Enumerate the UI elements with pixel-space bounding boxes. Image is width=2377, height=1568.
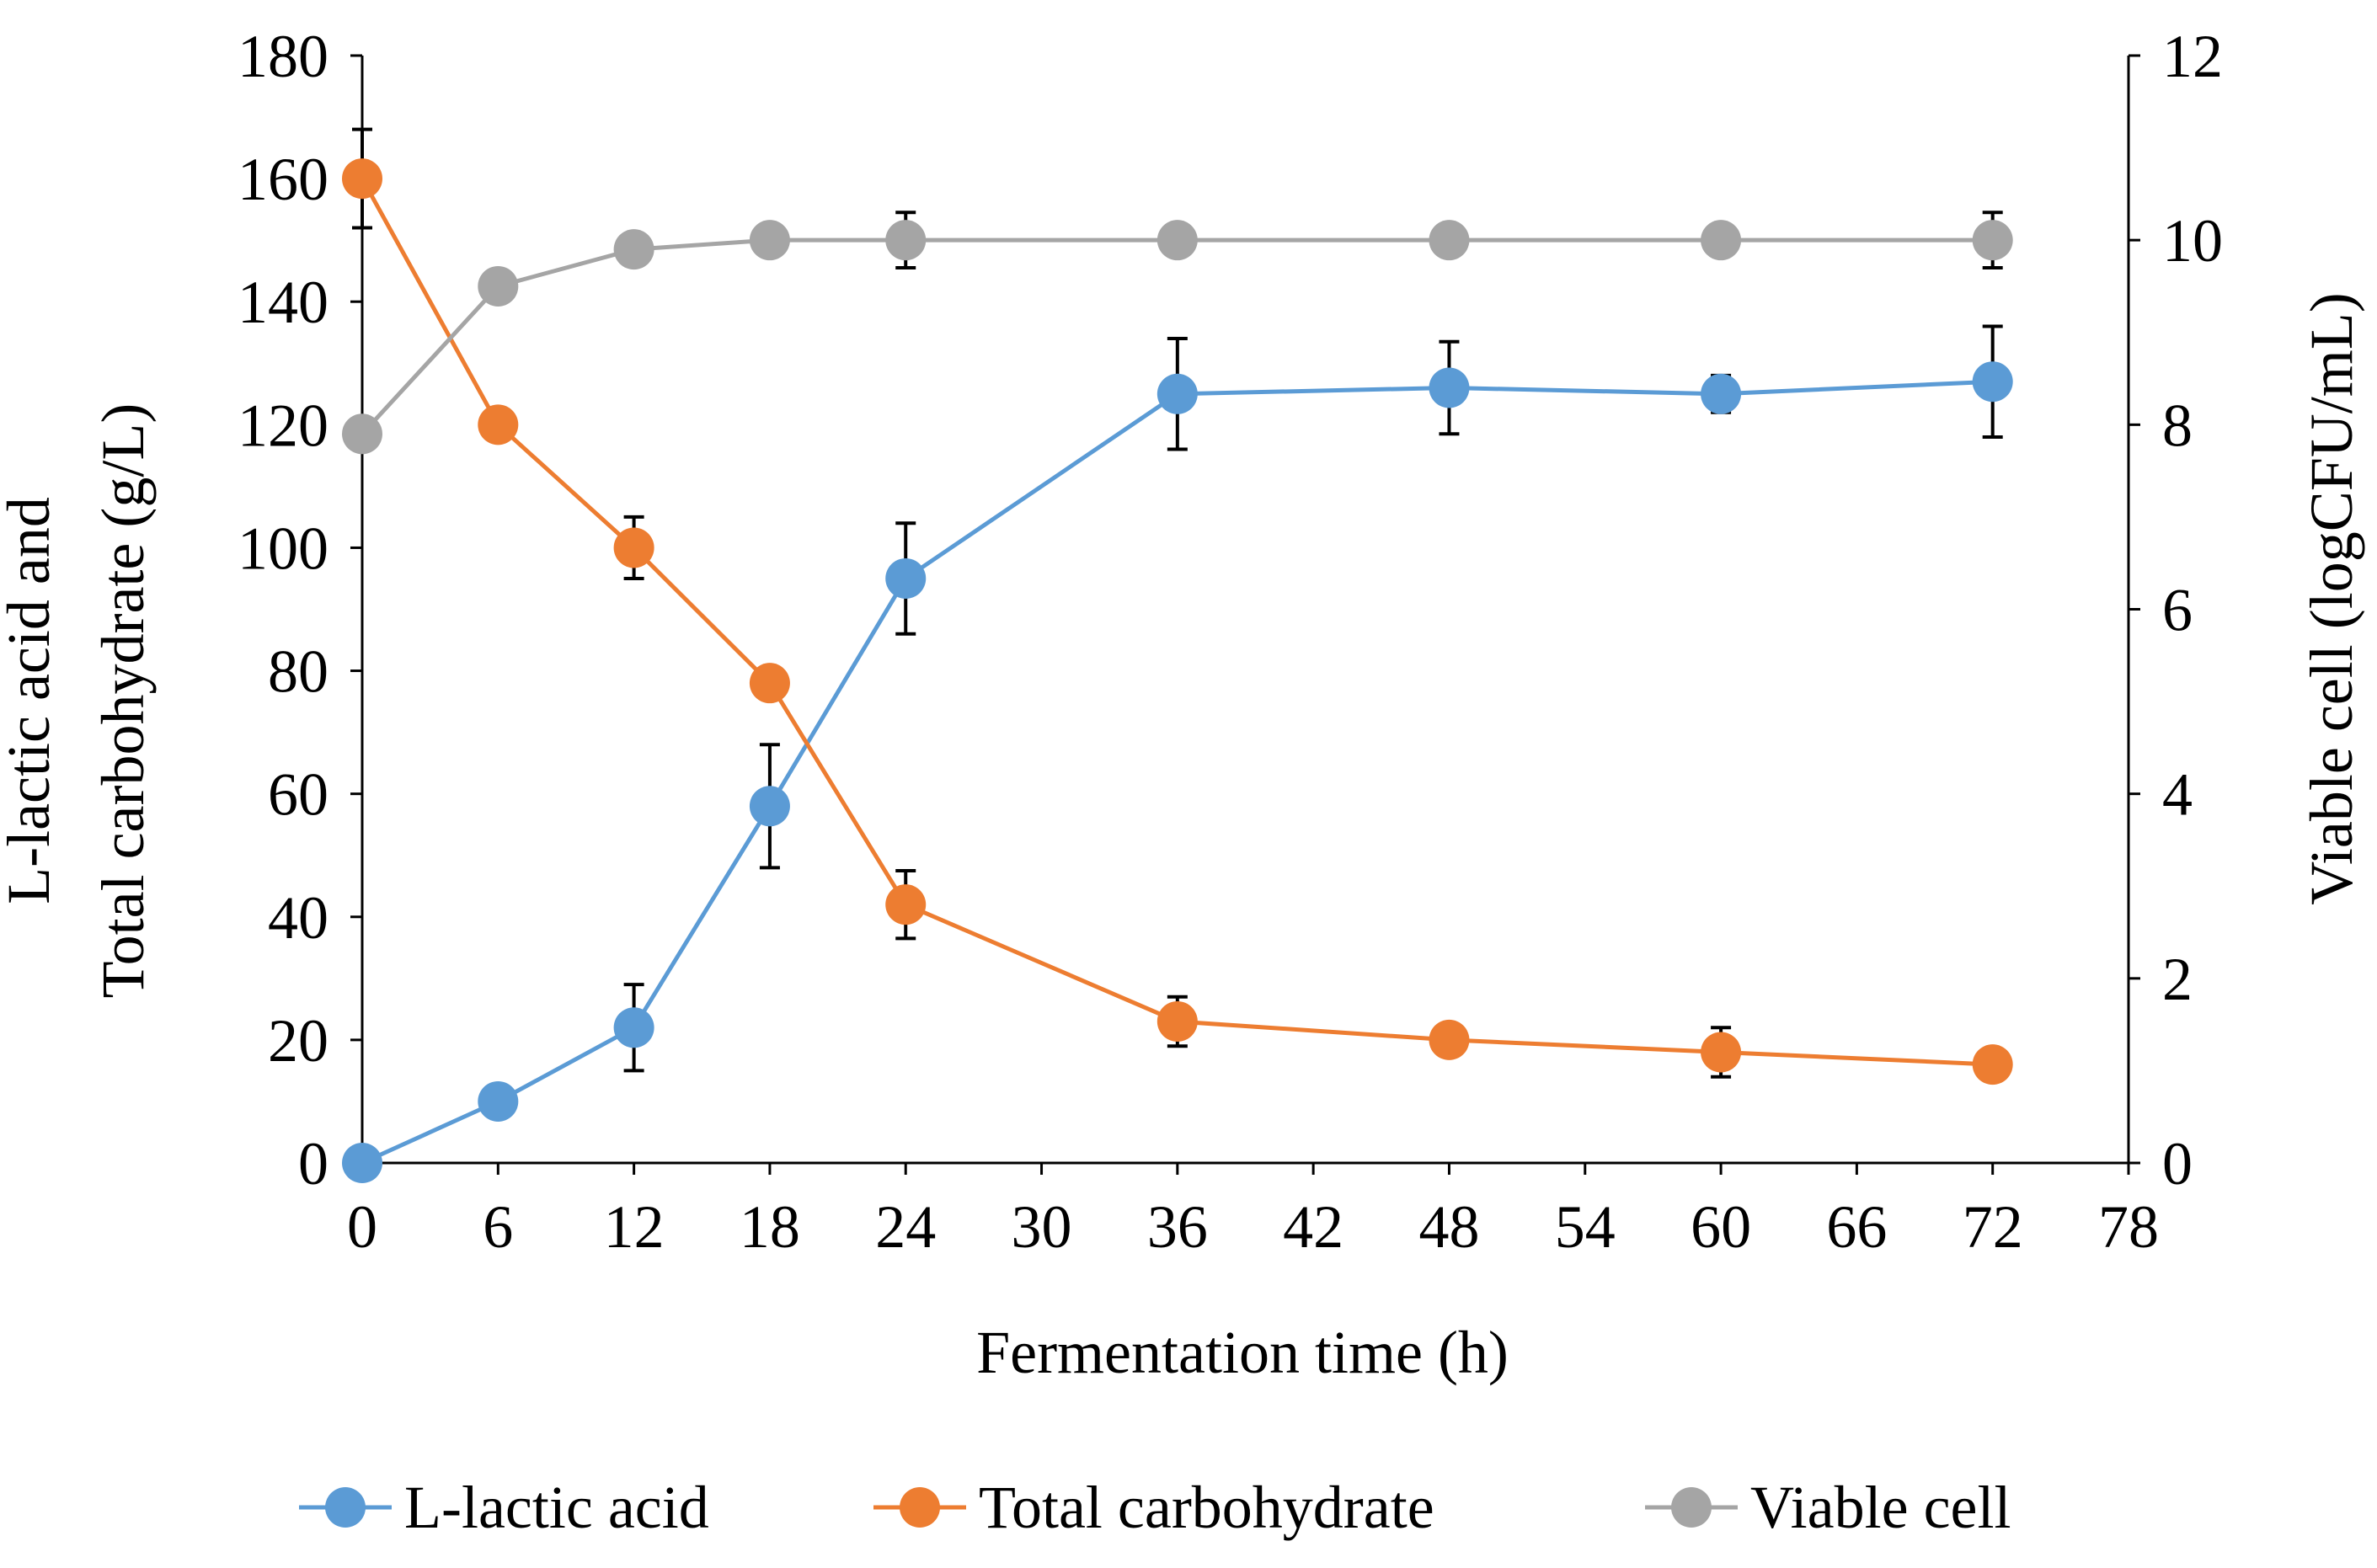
legend-swatch-marker xyxy=(900,1487,940,1528)
y-left-tick-label: 120 xyxy=(238,392,329,459)
y-left-tick-label: 20 xyxy=(268,1007,329,1075)
series-l-lactic-acid xyxy=(342,324,2013,1183)
total-carbohydrate-point xyxy=(1701,1032,1742,1073)
y-left-tick-label: 140 xyxy=(238,269,329,336)
y-right-tick-label: 10 xyxy=(2162,207,2223,275)
legend-label: L-lactic acid xyxy=(404,1474,709,1541)
viable-cell-point xyxy=(885,220,927,261)
total-carbohydrate-point xyxy=(885,884,927,925)
x-tick-label: 18 xyxy=(740,1193,800,1261)
y-right-tick-label: 4 xyxy=(2162,761,2193,829)
y-right-tick-group: 0 2 4 6 8 10 12 xyxy=(2129,23,2223,1197)
series-total-carbohydrate xyxy=(342,127,2013,1085)
y-left-tick-label: 80 xyxy=(268,638,329,706)
y-left-tick-label: 60 xyxy=(268,761,329,829)
y-left-tick-label: 160 xyxy=(238,146,329,213)
y-right-tick-label: 2 xyxy=(2162,946,2193,1013)
series-viable-cell xyxy=(342,211,2013,455)
legend: L-lactic acid Total carbohydrate Viable ce… xyxy=(299,1474,2011,1541)
x-tick-label: 30 xyxy=(1012,1193,1072,1261)
viable-cell-point xyxy=(478,265,519,307)
total-carbohydrate-line xyxy=(360,177,1993,1067)
legend-label: Viable cell xyxy=(1750,1474,2011,1541)
total-carbohydrate-point xyxy=(749,663,790,704)
l-lactic-acid-point xyxy=(613,1007,654,1048)
l-lactic-acid-point xyxy=(342,1143,382,1183)
viable-cell-point xyxy=(613,229,654,270)
x-tick-label: 12 xyxy=(604,1193,665,1261)
x-tick-label: 54 xyxy=(1555,1193,1616,1261)
l-lactic-acid-point xyxy=(1429,367,1470,408)
y-left-tick-label: 40 xyxy=(268,884,329,952)
y-left-tick-label: 0 xyxy=(298,1130,329,1197)
legend-label: Total carbohydrate xyxy=(979,1474,1434,1541)
y-left-axis-title-line2: Total carbohydrate (g/L) xyxy=(89,403,157,999)
x-tick-label: 66 xyxy=(1826,1193,1887,1261)
legend-item-viable-cell: Viable cell xyxy=(1645,1474,2011,1541)
y-left-tick-label: 180 xyxy=(238,23,329,90)
legend-swatch-marker xyxy=(325,1487,366,1528)
y-left-axis-title-line1: L-lactic acid and xyxy=(0,497,62,904)
total-carbohydrate-point xyxy=(342,158,382,200)
total-carbohydrate-point xyxy=(1972,1044,2013,1085)
total-carbohydrate-point xyxy=(1156,1000,1198,1042)
y-left-tick-group: 0 20 40 60 80 100 120 140 160 180 xyxy=(238,23,362,1197)
x-tick-label: 78 xyxy=(2098,1193,2159,1261)
l-lactic-acid-point xyxy=(749,786,790,827)
x-tick-label: 48 xyxy=(1418,1193,1479,1261)
total-carbohydrate-point xyxy=(478,404,519,445)
x-tick-label: 36 xyxy=(1147,1193,1208,1261)
x-tick-group: 0 6 12 18 24 30 36 42 48 54 60 66 72 78 xyxy=(347,1163,2159,1261)
series-layer xyxy=(342,127,2013,1183)
y-right-axis-title: Viable cell (logCFU/mL) xyxy=(2298,292,2365,905)
y-left-tick-label: 100 xyxy=(238,515,329,582)
y-right-tick-label: 0 xyxy=(2162,1130,2193,1197)
x-tick-label: 72 xyxy=(1963,1193,2023,1261)
y-right-tick-label: 6 xyxy=(2162,577,2193,644)
x-tick-label: 24 xyxy=(875,1193,936,1261)
total-carbohydrate-point xyxy=(1429,1019,1470,1060)
viable-cell-point xyxy=(1156,220,1198,261)
legend-item-l-lactic-acid: L-lactic acid xyxy=(299,1474,709,1541)
l-lactic-acid-point xyxy=(1701,373,1742,414)
viable-cell-point xyxy=(1701,220,1742,261)
l-lactic-acid-point xyxy=(1972,361,2013,403)
x-tick-label: 0 xyxy=(347,1193,377,1261)
l-lactic-acid-point xyxy=(885,557,927,599)
x-tick-label: 42 xyxy=(1283,1193,1343,1261)
viable-cell-point xyxy=(1972,220,2013,261)
x-tick-label: 60 xyxy=(1691,1193,1751,1261)
y-right-tick-label: 12 xyxy=(2162,23,2223,90)
x-axis-title: Fermentation time (h) xyxy=(976,1319,1509,1386)
legend-item-total-carbohydrate: Total carbohydrate xyxy=(873,1474,1434,1541)
l-lactic-acid-point xyxy=(478,1080,519,1122)
x-tick-label: 6 xyxy=(483,1193,513,1261)
y-right-tick-label: 8 xyxy=(2162,392,2193,459)
legend-swatch-marker xyxy=(1671,1487,1712,1528)
l-lactic-acid-point xyxy=(1156,373,1198,414)
total-carbohydrate-point xyxy=(613,527,654,568)
viable-cell-point xyxy=(342,413,382,455)
viable-cell-point xyxy=(1429,220,1470,261)
viable-cell-point xyxy=(749,220,790,261)
